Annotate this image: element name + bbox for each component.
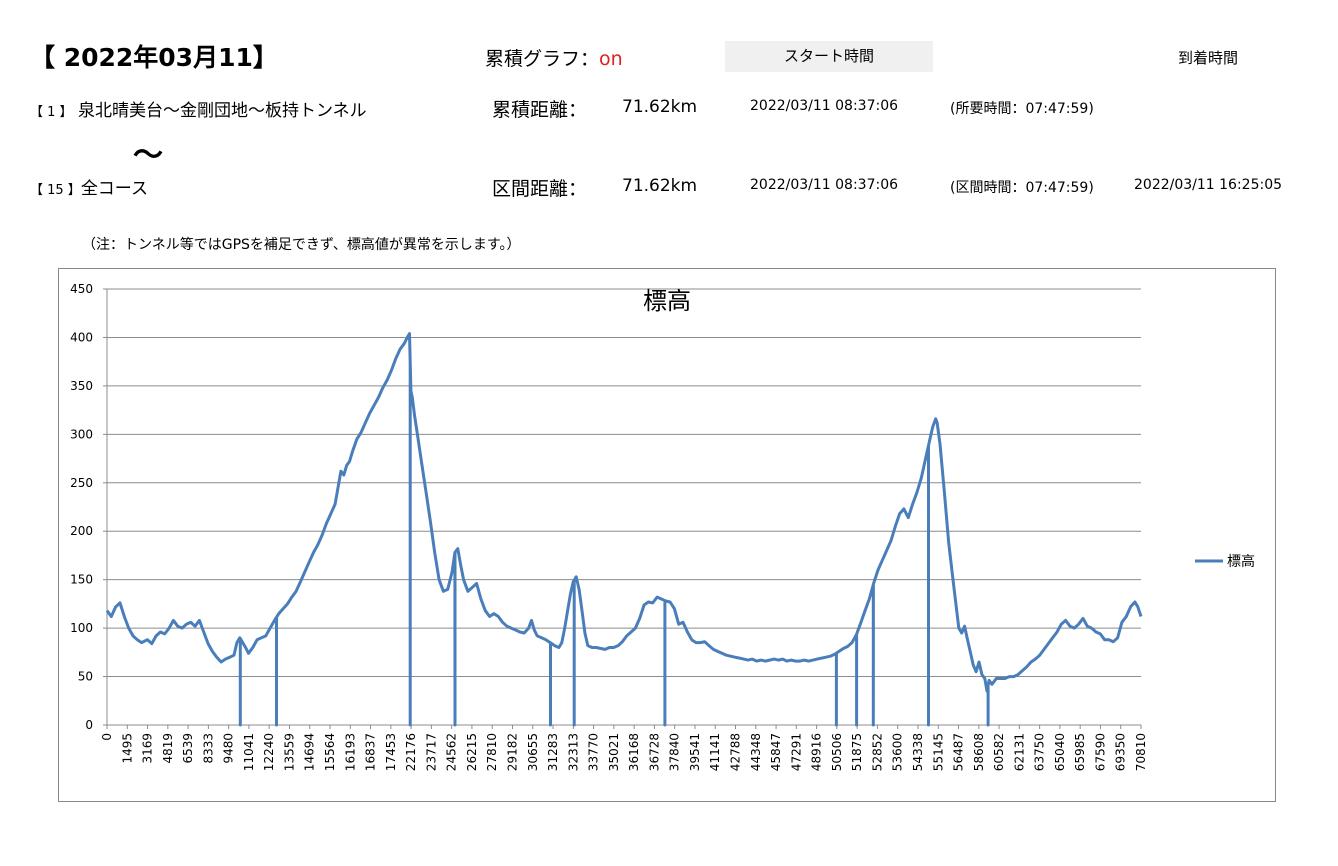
x-axis-ticks: 0 1495 3169 4819 6539 8333 9480 11041 12240 13559… xyxy=(100,725,1148,771)
y-tick-label: 0 xyxy=(85,718,93,732)
y-tick-label: 400 xyxy=(70,330,93,344)
x-tick-label: 36728 xyxy=(647,733,661,771)
x-tick-label: 33770 xyxy=(587,733,601,771)
x-tick-label: 50506 xyxy=(830,733,844,771)
x-tick-label: 63750 xyxy=(1033,733,1047,771)
cumulative-graph-label: 累積グラフ： xyxy=(485,48,600,70)
x-tick-label: 4819 xyxy=(161,733,175,764)
arrival-time-value: 2022/03/11 16:25:05 xyxy=(1134,177,1283,193)
route-start: 【 1 】 泉北晴美台～金剛団地～板持トンネル xyxy=(30,96,367,121)
legend-label: 標高 xyxy=(1227,553,1255,570)
range-tilde: ～ xyxy=(133,138,163,173)
x-tick-label: 14694 xyxy=(303,733,317,771)
x-tick-label: 29182 xyxy=(505,733,519,771)
x-tick-label: 60582 xyxy=(992,733,1006,771)
y-tick-label: 50 xyxy=(78,670,93,684)
x-tick-label: 36168 xyxy=(627,733,641,771)
section-distance-label: 区間距離： xyxy=(492,178,588,200)
y-axis-ticks: 0 50 100 150 200 250 300 350 400 450 xyxy=(70,282,107,732)
x-tick-label: 8333 xyxy=(201,733,215,764)
x-tick-label: 16193 xyxy=(343,733,357,771)
x-tick-label: 12240 xyxy=(262,733,276,771)
x-tick-label: 55145 xyxy=(931,733,945,771)
x-tick-label: 0 xyxy=(100,733,114,741)
cumulative-distance-value: 71.62km xyxy=(622,97,698,117)
x-tick-label: 1495 xyxy=(120,733,134,764)
x-tick-label: 58608 xyxy=(972,733,986,771)
x-tick-label: 27810 xyxy=(485,733,499,771)
x-tick-label: 6539 xyxy=(181,733,195,764)
x-tick-label: 30655 xyxy=(526,733,540,771)
cumulative-graph-state: on xyxy=(599,48,623,70)
x-tick-label: 51875 xyxy=(850,733,864,771)
x-tick-label: 26215 xyxy=(465,733,479,771)
y-tick-label: 300 xyxy=(70,427,93,441)
x-tick-label: 53600 xyxy=(891,733,905,771)
x-tick-label: 42788 xyxy=(729,733,743,771)
x-tick-label: 47291 xyxy=(789,733,803,771)
route-start-index: 【 1 】 xyxy=(30,105,73,120)
arrival-time-label: 到着時間 xyxy=(1178,49,1239,67)
route-end: 【 15 】全コース xyxy=(30,174,148,199)
section-start-time: 2022/03/11 08:37:06 xyxy=(750,177,899,193)
x-tick-label: 9480 xyxy=(222,733,236,764)
section-duration: (区間時間：07:47:59) xyxy=(950,180,1094,196)
elevation-chart-svg: 0 50 100 150 200 250 300 350 400 450 0 1495 3169 481… xyxy=(70,282,1255,771)
x-tick-label: 24562 xyxy=(445,733,459,771)
section-distance-value: 71.62km xyxy=(622,176,698,196)
start-time-value: 2022/03/11 08:37:06 xyxy=(750,98,899,114)
chart-series xyxy=(105,332,1143,727)
x-tick-label: 65985 xyxy=(1073,733,1087,771)
x-tick-label: 16837 xyxy=(364,733,378,771)
x-tick-label: 70810 xyxy=(1134,733,1148,771)
y-tick-label: 350 xyxy=(70,379,93,393)
x-tick-label: 35021 xyxy=(607,733,621,771)
date-title: 【 2022年03月11】 xyxy=(30,43,278,72)
x-tick-label: 23717 xyxy=(424,733,438,771)
x-tick-label: 45847 xyxy=(769,733,783,771)
series-line-elevation xyxy=(105,332,1143,727)
x-tick-label: 15564 xyxy=(323,733,337,771)
start-time-button[interactable]: スタート時間 xyxy=(725,41,933,72)
y-tick-label: 450 xyxy=(70,282,93,296)
cumulative-graph-toggle[interactable]: 累積グラフ：on xyxy=(485,44,623,71)
x-tick-label: 39541 xyxy=(688,733,702,771)
y-tick-label: 200 xyxy=(70,524,93,538)
chart-title: 標高 xyxy=(643,287,691,315)
x-tick-label: 3169 xyxy=(141,733,155,764)
chart-gridlines xyxy=(107,288,1141,678)
cumulative-distance-label: 累積距離： xyxy=(492,99,588,121)
y-tick-label: 150 xyxy=(70,573,93,587)
x-tick-label: 11041 xyxy=(242,733,256,771)
x-tick-label: 54338 xyxy=(911,733,925,771)
x-tick-label: 56487 xyxy=(952,733,966,771)
x-tick-label: 13559 xyxy=(282,733,296,771)
chart-axes xyxy=(106,289,1141,726)
route-start-name: 泉北晴美台～金剛団地～板持トンネル xyxy=(77,101,367,121)
x-tick-label: 31283 xyxy=(546,733,560,771)
route-end-index: 【 15 】 xyxy=(30,183,81,198)
x-tick-label: 48916 xyxy=(810,733,824,771)
route-end-name: 全コース xyxy=(80,179,148,199)
elevation-chart: 0 50 100 150 200 250 300 350 400 450 0 1495 3169 481… xyxy=(58,268,1276,802)
x-tick-label: 41141 xyxy=(708,733,722,771)
x-tick-label: 67590 xyxy=(1093,733,1107,771)
x-tick-label: 65040 xyxy=(1053,733,1067,771)
x-tick-label: 69350 xyxy=(1114,733,1128,771)
x-tick-label: 22176 xyxy=(404,733,418,771)
x-tick-label: 17453 xyxy=(384,733,398,771)
y-tick-label: 100 xyxy=(70,621,93,635)
x-tick-label: 52852 xyxy=(870,733,884,771)
gps-note: （注：トンネル等ではGPSを補足できず、標高値が異常を示します。） xyxy=(82,237,521,253)
chart-legend: 標高 xyxy=(1195,553,1255,570)
total-duration: (所要時間：07:47:59) xyxy=(950,101,1094,117)
x-tick-label: 32313 xyxy=(566,733,580,771)
x-tick-label: 62131 xyxy=(1012,733,1026,771)
x-tick-label: 44348 xyxy=(749,733,763,771)
x-tick-label: 37840 xyxy=(668,733,682,771)
y-tick-label: 250 xyxy=(70,476,93,490)
